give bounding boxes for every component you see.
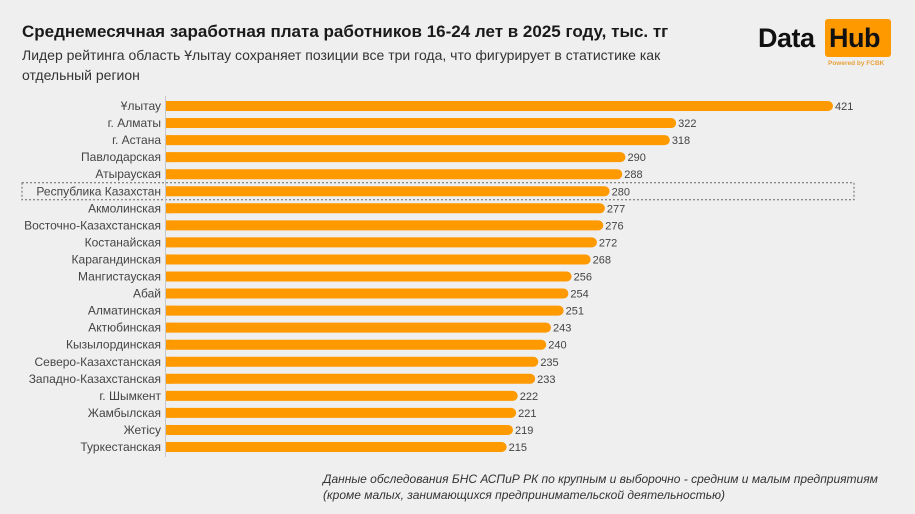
bar-base (166, 407, 172, 418)
value-label: 243 (553, 323, 571, 335)
value-label: 280 (612, 186, 630, 198)
bar-base (166, 442, 172, 452)
category-label: г. Алматы (108, 116, 161, 130)
category-label: Акмолинская (88, 201, 161, 215)
bar (166, 339, 547, 350)
value-label: 222 (520, 391, 538, 403)
bar-base (166, 373, 172, 384)
value-label: 233 (537, 374, 555, 386)
value-label: 276 (605, 220, 623, 232)
bar (166, 101, 833, 111)
category-label: г. Астана (112, 133, 161, 147)
bar (166, 442, 507, 452)
logo-word-hub: Hub (829, 23, 880, 53)
category-label: Северо-Казахстанская (34, 355, 161, 369)
category-label: Восточно-Казахстанская (24, 218, 161, 232)
bar-base (166, 203, 172, 214)
bar (166, 135, 670, 146)
category-label: Республика Казахстан (36, 184, 161, 198)
value-label: 318 (672, 135, 690, 147)
bars-group (166, 101, 833, 452)
value-label: 215 (509, 442, 527, 454)
category-label: Ұлытау (121, 99, 161, 113)
category-label: Актюбинская (88, 321, 161, 335)
bar-base (166, 390, 172, 401)
bar-base (166, 135, 172, 146)
category-label: Абай (133, 287, 161, 301)
bar (166, 407, 517, 418)
value-label: 277 (607, 203, 625, 215)
bar-base (166, 254, 172, 265)
value-label: 251 (566, 306, 584, 318)
value-label: 268 (593, 254, 611, 266)
bar (166, 169, 623, 180)
logo-tagline: Powered by FCBK (828, 60, 885, 67)
bar-base (166, 152, 172, 163)
category-label: Жетісу (124, 423, 161, 437)
highlight-box (21, 182, 855, 201)
category-label: Западно-Казахстанская (29, 372, 161, 386)
value-label: 254 (570, 289, 588, 301)
bar-base (166, 356, 172, 367)
category-label: Жамбылская (88, 406, 161, 420)
value-label: 235 (540, 357, 558, 369)
bar (166, 356, 539, 367)
value-label: 272 (599, 237, 617, 249)
value-label: 288 (624, 169, 642, 181)
category-label: Алматинская (88, 304, 161, 318)
bar (166, 424, 513, 435)
bar-base (166, 101, 172, 111)
highlight-layer (21, 182, 855, 201)
bar-base (166, 305, 172, 316)
bar-base (166, 424, 172, 435)
chart-title: Среднемесячная заработная плата работник… (22, 22, 669, 41)
bar-base (166, 339, 172, 350)
bar-base (166, 118, 172, 129)
bar-base (166, 186, 172, 197)
bar-base (166, 288, 172, 299)
bar (166, 186, 610, 197)
category-label: Кызылординская (66, 338, 161, 352)
bar (166, 152, 626, 163)
category-label: г. Шымкент (99, 389, 161, 403)
bar (166, 305, 564, 316)
value-label: 240 (548, 340, 566, 352)
value-label: 421 (835, 101, 853, 113)
bar (166, 271, 572, 282)
category-label: Павлодарская (81, 150, 161, 164)
category-label: Костанайская (85, 235, 161, 249)
value-label: 322 (678, 118, 696, 130)
bar (166, 237, 597, 248)
value-label: 221 (518, 408, 536, 420)
bar (166, 254, 591, 265)
bar (166, 373, 536, 384)
logo-word-data: Data (758, 23, 815, 53)
bar (166, 220, 604, 231)
bar (166, 390, 518, 401)
category-label: Атырауская (95, 167, 161, 181)
category-labels-group: Ұлытау г. Алматы г. Астана Павлодарская Атыр… (24, 99, 161, 454)
bar-base (166, 322, 172, 333)
bar-base (166, 271, 172, 282)
bar-base (166, 169, 172, 180)
source-footnote: Данные обследования БНС АСПиР РК по круп… (323, 472, 878, 502)
logo-hub-box: Hub (825, 19, 891, 57)
chart-subtitle: Лидер рейтинга область Ұлытау сохраняет … (22, 47, 661, 83)
value-label: 219 (515, 425, 533, 437)
bar (166, 118, 677, 129)
category-label: Туркестанская (80, 440, 161, 454)
category-label: Карагандинская (72, 252, 161, 266)
value-label: 256 (574, 272, 592, 284)
bar (166, 203, 605, 214)
datahub-logo: Data Hub Powered by FCBK (758, 19, 898, 69)
bar-base (166, 220, 172, 231)
bar (166, 322, 551, 333)
bar-base (166, 237, 172, 248)
value-label: 290 (627, 152, 645, 164)
bar (166, 288, 569, 299)
category-label: Мангистауская (78, 270, 161, 284)
